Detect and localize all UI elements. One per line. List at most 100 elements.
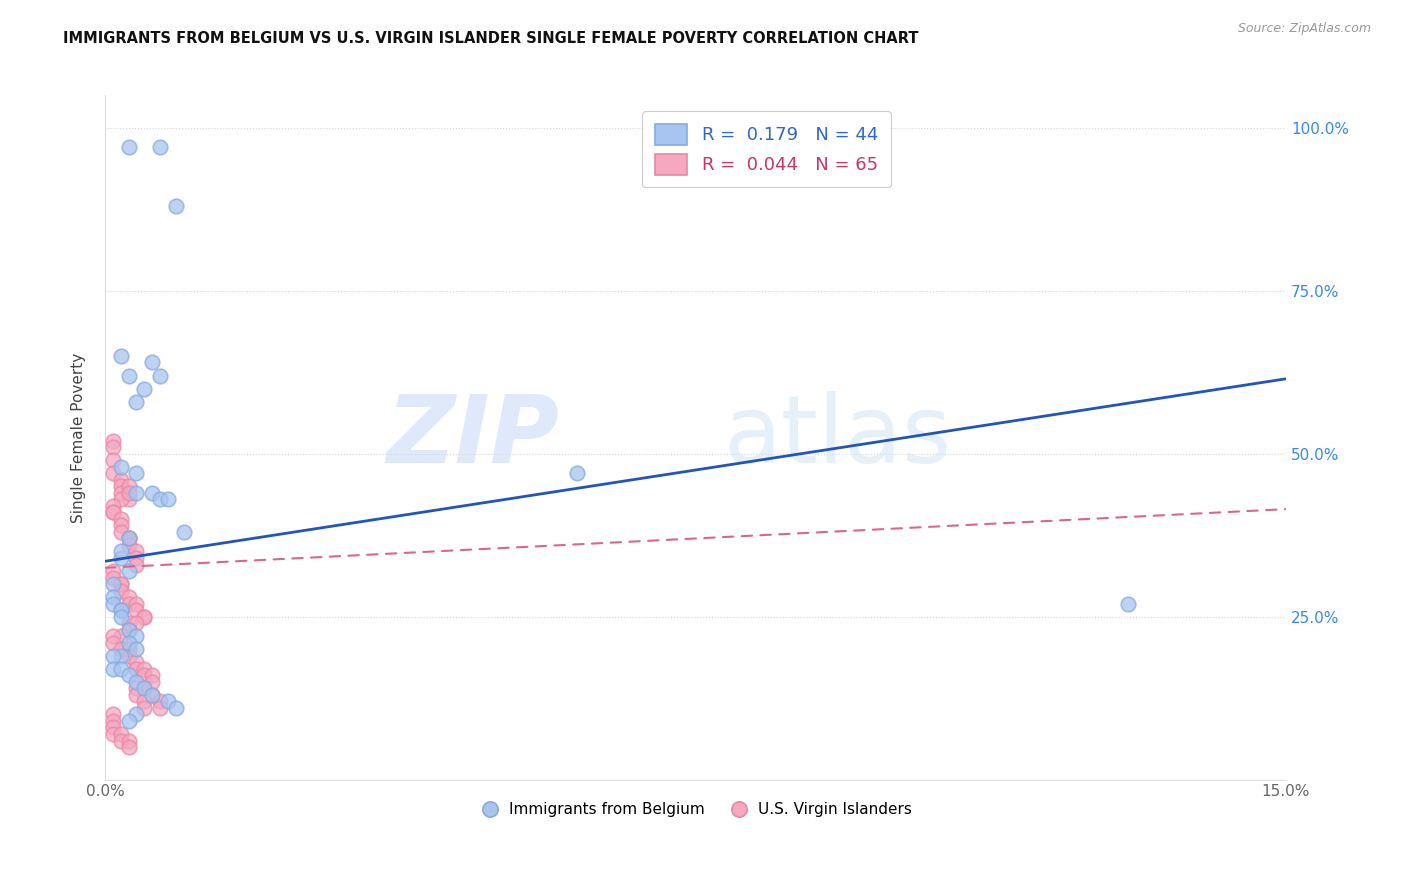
Point — [110, 642, 132, 657]
Point — [141, 486, 163, 500]
Point — [110, 648, 132, 663]
Point — [125, 642, 148, 657]
Point — [125, 486, 148, 500]
Point — [117, 564, 139, 578]
Point — [101, 629, 124, 643]
Point — [125, 597, 148, 611]
Point — [110, 583, 132, 598]
Point — [117, 616, 139, 631]
Point — [117, 648, 139, 663]
Point — [117, 642, 139, 657]
Point — [101, 577, 124, 591]
Point — [101, 714, 124, 728]
Point — [134, 701, 156, 715]
Point — [149, 140, 172, 154]
Point — [117, 739, 139, 754]
Point — [125, 674, 148, 689]
Point — [125, 394, 148, 409]
Point — [117, 623, 139, 637]
Point — [141, 688, 163, 702]
Text: atlas: atlas — [723, 392, 952, 483]
Point — [101, 467, 124, 481]
Point — [110, 459, 132, 474]
Point — [1118, 597, 1140, 611]
Point — [101, 564, 124, 578]
Point — [134, 609, 156, 624]
Point — [110, 486, 132, 500]
Point — [125, 467, 148, 481]
Point — [110, 629, 132, 643]
Text: Source: ZipAtlas.com: Source: ZipAtlas.com — [1237, 22, 1371, 36]
Point — [101, 434, 124, 448]
Point — [117, 479, 139, 493]
Point — [117, 532, 139, 546]
Point — [117, 486, 139, 500]
Point — [125, 662, 148, 676]
Point — [110, 609, 132, 624]
Point — [110, 512, 132, 526]
Text: ZIP: ZIP — [387, 392, 560, 483]
Point — [165, 199, 187, 213]
Point — [101, 590, 124, 604]
Point — [117, 532, 139, 546]
Point — [110, 544, 132, 558]
Point — [117, 492, 139, 507]
Point — [101, 499, 124, 513]
Point — [149, 492, 172, 507]
Point — [110, 551, 132, 566]
Point — [117, 636, 139, 650]
Point — [101, 636, 124, 650]
Point — [125, 603, 148, 617]
Point — [149, 701, 172, 715]
Point — [125, 681, 148, 696]
Point — [117, 532, 139, 546]
Point — [110, 577, 132, 591]
Point — [125, 544, 148, 558]
Point — [141, 688, 163, 702]
Point — [110, 492, 132, 507]
Point — [149, 694, 172, 708]
Point — [134, 681, 156, 696]
Point — [141, 355, 163, 369]
Point — [134, 694, 156, 708]
Point — [117, 538, 139, 552]
Point — [101, 727, 124, 741]
Point — [117, 368, 139, 383]
Point — [125, 707, 148, 722]
Point — [110, 473, 132, 487]
Point — [125, 629, 148, 643]
Point — [156, 492, 179, 507]
Point — [101, 648, 124, 663]
Y-axis label: Single Female Poverty: Single Female Poverty — [72, 352, 86, 523]
Point — [125, 616, 148, 631]
Point — [117, 623, 139, 637]
Point — [134, 382, 156, 396]
Point — [101, 707, 124, 722]
Point — [101, 721, 124, 735]
Point — [117, 140, 139, 154]
Point — [110, 518, 132, 533]
Point — [110, 603, 132, 617]
Point — [141, 674, 163, 689]
Point — [134, 681, 156, 696]
Point — [117, 668, 139, 682]
Point — [110, 727, 132, 741]
Point — [125, 655, 148, 669]
Point — [110, 603, 132, 617]
Point — [125, 551, 148, 566]
Text: IMMIGRANTS FROM BELGIUM VS U.S. VIRGIN ISLANDER SINGLE FEMALE POVERTY CORRELATIO: IMMIGRANTS FROM BELGIUM VS U.S. VIRGIN I… — [63, 31, 918, 46]
Point — [110, 349, 132, 363]
Point — [134, 668, 156, 682]
Point — [101, 597, 124, 611]
Point — [165, 701, 187, 715]
Point — [173, 524, 195, 539]
Point — [101, 505, 124, 519]
Point — [110, 662, 132, 676]
Point — [101, 570, 124, 584]
Point — [101, 505, 124, 519]
Point — [110, 577, 132, 591]
Point — [110, 733, 132, 747]
Point — [141, 668, 163, 682]
Point — [117, 714, 139, 728]
Legend: Immigrants from Belgium, U.S. Virgin Islanders: Immigrants from Belgium, U.S. Virgin Isl… — [472, 796, 918, 823]
